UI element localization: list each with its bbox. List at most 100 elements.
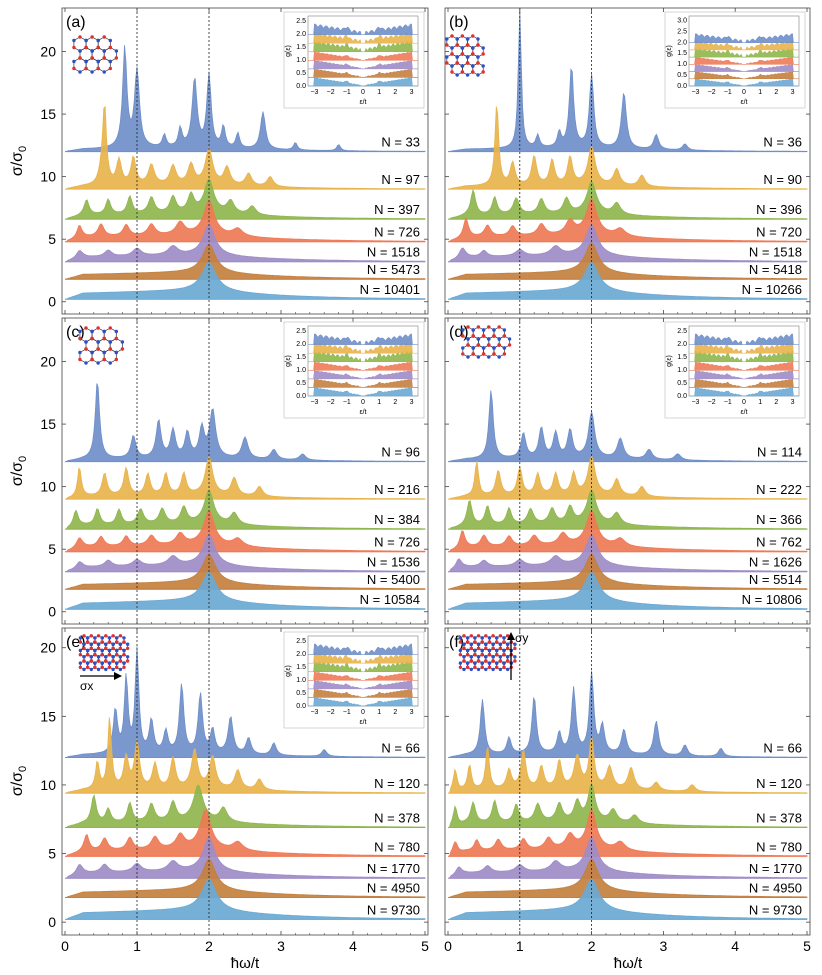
lattice-site: [495, 653, 499, 657]
series-label-value: 120: [780, 776, 802, 791]
series-label: N = 720: [756, 225, 802, 240]
lattice-site: [471, 64, 475, 68]
series-area-726: [65, 199, 426, 243]
lattice-site: [104, 667, 108, 672]
lattice-site: [505, 667, 510, 672]
lattice-site: [107, 636, 112, 640]
series-label-value: 66: [788, 740, 802, 755]
lattice-site: [476, 55, 480, 59]
lattice-site: [107, 648, 112, 653]
lattice-site: [460, 70, 465, 74]
lattice-site: [481, 46, 485, 50]
lattice-site: [120, 347, 125, 351]
lattice-site: [90, 56, 94, 60]
inset-dos-series: [307, 51, 419, 61]
lattice-site: [491, 667, 495, 672]
lattice-site: [476, 646, 481, 651]
lattice-site: [108, 361, 112, 365]
series-label-value: 1518: [773, 245, 802, 260]
lattice-site: [122, 653, 126, 657]
panel-label: (d): [449, 324, 469, 341]
panel-label: (b): [449, 14, 469, 31]
lattice-site: [471, 328, 475, 332]
inset-dos-series: [307, 333, 419, 345]
panel-frame: [61, 627, 429, 936]
lattice-site: [104, 642, 108, 646]
series-label-prefix: N =: [749, 902, 773, 917]
lattice-site: [85, 653, 90, 657]
lattice-site: [96, 66, 100, 71]
series-group: [448, 390, 808, 610]
y-tick-label: 5: [48, 231, 56, 247]
lattice-hexagon: [103, 348, 117, 364]
series-label: N = 1770: [367, 861, 420, 876]
lattice-site: [93, 640, 97, 644]
lattice-site: [90, 35, 94, 39]
inset-y-tick-label: 0.0: [296, 393, 306, 400]
inset-y-tick-label: 1.0: [296, 57, 306, 64]
y-axis-label-main: σ/σ: [9, 772, 26, 796]
series-label-prefix: N =: [763, 172, 787, 187]
inset-x-tick-label: −1: [343, 89, 351, 96]
lattice-site: [476, 343, 481, 347]
lattice-hexagon: [73, 57, 87, 73]
lattice-site: [462, 634, 466, 638]
lattice-site: [484, 659, 488, 663]
series-label-prefix: N =: [756, 202, 780, 217]
lattice-site: [122, 636, 126, 640]
series-area-10401: [65, 261, 426, 300]
lattice-site: [491, 646, 495, 651]
lattice-site: [502, 665, 506, 669]
lattice-site: [471, 352, 475, 356]
lattice-icon-b: [445, 34, 485, 77]
inset-y-tick-label: 2.0: [677, 39, 687, 46]
inset-y-label: g(ε): [285, 45, 292, 57]
series-label: N = 780: [756, 839, 802, 854]
series-label-prefix: N =: [374, 512, 398, 527]
lattice-icon-c: [78, 326, 125, 365]
lattice-site: [85, 640, 90, 644]
lattice-icon-f: [458, 634, 517, 672]
series-area-1518: [65, 223, 426, 263]
series-label: N = 384: [374, 512, 420, 527]
lattice-site: [115, 653, 119, 657]
inset-y-tick-label: 1.0: [296, 367, 306, 374]
y-tick-label: 0: [48, 604, 56, 620]
lattice-site: [473, 640, 477, 644]
panel-frame: [444, 7, 811, 315]
series-label-value: 10806: [766, 592, 802, 607]
inset-x-tick-label: 1: [758, 399, 762, 406]
lattice-site: [469, 634, 473, 638]
lattice-site: [122, 661, 126, 665]
lattice-site: [78, 357, 82, 362]
series-label: N = 90: [763, 172, 802, 187]
lattice-site: [492, 352, 496, 356]
inset-x-tick-label: 0: [361, 709, 365, 716]
lattice-site: [93, 648, 97, 653]
inset-y-tick-label: 1.5: [296, 44, 306, 51]
inset-y-tick-label: 2.0: [296, 651, 306, 658]
lattice-site: [102, 49, 106, 53]
lattice-site: [114, 329, 119, 334]
inset-x-tick-label: 2: [393, 399, 397, 406]
lattice-site: [498, 659, 503, 663]
series-label: N = 378: [374, 810, 420, 825]
series-label-value: 726: [398, 535, 420, 550]
lattice-site: [96, 642, 101, 646]
lattice-site: [502, 334, 507, 338]
inset-dos-series: [307, 660, 419, 673]
lattice-site: [85, 648, 90, 653]
lattice-site: [72, 59, 76, 64]
lattice-site: [480, 665, 484, 669]
series-label-value: 216: [398, 482, 420, 497]
lattice-site: [487, 343, 491, 347]
series-label: N = 5473: [367, 262, 420, 277]
series-label-value: 5473: [391, 262, 420, 277]
inset-dos-series: [307, 23, 419, 35]
lattice-site: [476, 655, 481, 659]
series-label: N = 10401: [360, 282, 420, 297]
lattice-site: [72, 66, 76, 71]
lattice-site: [491, 642, 495, 646]
series-label-prefix: N =: [360, 282, 384, 297]
series-area-780: [65, 809, 426, 857]
